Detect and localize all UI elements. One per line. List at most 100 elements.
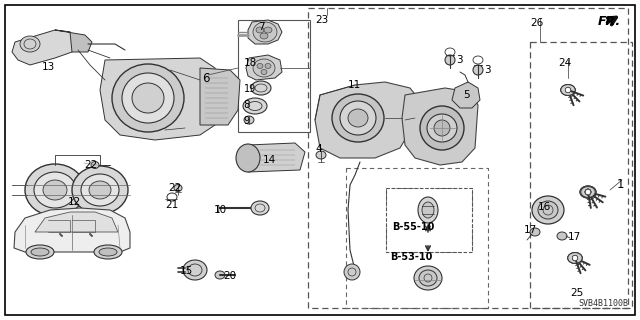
Polygon shape — [580, 186, 596, 198]
Text: 6: 6 — [202, 72, 209, 85]
Ellipse shape — [340, 101, 376, 135]
Polygon shape — [402, 88, 478, 165]
Polygon shape — [581, 187, 595, 197]
Ellipse shape — [420, 106, 464, 150]
Text: 3: 3 — [456, 55, 463, 65]
Ellipse shape — [473, 65, 483, 75]
Text: 12: 12 — [68, 197, 81, 207]
Ellipse shape — [20, 36, 40, 52]
Text: 15: 15 — [180, 266, 193, 276]
Bar — [530, 42, 632, 308]
Polygon shape — [248, 143, 305, 172]
Text: 18: 18 — [244, 58, 257, 68]
Ellipse shape — [445, 55, 455, 65]
Polygon shape — [35, 212, 118, 232]
Ellipse shape — [257, 63, 263, 68]
Ellipse shape — [89, 181, 111, 199]
Ellipse shape — [260, 33, 268, 39]
Polygon shape — [561, 84, 575, 95]
Circle shape — [572, 255, 578, 261]
Ellipse shape — [264, 27, 272, 33]
Text: 21: 21 — [165, 200, 179, 210]
Bar — [308, 8, 628, 308]
Ellipse shape — [419, 270, 437, 286]
Polygon shape — [246, 55, 282, 80]
Polygon shape — [12, 30, 78, 65]
Polygon shape — [315, 82, 418, 158]
Text: 17: 17 — [568, 232, 581, 242]
Ellipse shape — [414, 266, 442, 290]
Polygon shape — [561, 84, 575, 95]
Polygon shape — [248, 20, 282, 44]
Ellipse shape — [532, 196, 564, 224]
Text: B-53-10: B-53-10 — [390, 252, 433, 262]
Polygon shape — [14, 208, 130, 252]
Text: SVB4B1100B: SVB4B1100B — [578, 299, 628, 308]
Text: 16: 16 — [538, 202, 551, 212]
Ellipse shape — [31, 248, 49, 256]
Text: 26: 26 — [530, 18, 543, 28]
Ellipse shape — [427, 114, 457, 142]
Circle shape — [565, 87, 571, 93]
Polygon shape — [55, 30, 92, 52]
Ellipse shape — [34, 172, 76, 208]
Ellipse shape — [253, 22, 277, 42]
Text: 8: 8 — [243, 100, 250, 110]
Circle shape — [565, 87, 571, 93]
Ellipse shape — [251, 201, 269, 215]
Text: 7: 7 — [258, 22, 264, 32]
Text: 3: 3 — [484, 65, 491, 75]
Ellipse shape — [348, 109, 368, 127]
Polygon shape — [568, 252, 582, 263]
Ellipse shape — [422, 202, 434, 218]
Polygon shape — [568, 252, 582, 263]
Circle shape — [572, 255, 578, 261]
Ellipse shape — [183, 260, 207, 280]
Text: 1: 1 — [616, 178, 624, 191]
Ellipse shape — [253, 59, 275, 77]
Polygon shape — [452, 82, 480, 108]
Bar — [386, 188, 472, 252]
Polygon shape — [100, 58, 220, 140]
Ellipse shape — [25, 164, 85, 216]
Ellipse shape — [538, 201, 558, 219]
Text: 22: 22 — [84, 160, 97, 170]
Text: 5: 5 — [463, 90, 470, 100]
Polygon shape — [580, 186, 596, 198]
Ellipse shape — [265, 63, 271, 68]
Ellipse shape — [261, 69, 267, 75]
Text: 23: 23 — [315, 15, 328, 25]
Ellipse shape — [174, 185, 182, 191]
Polygon shape — [200, 68, 240, 125]
Polygon shape — [561, 84, 575, 95]
Text: 9: 9 — [243, 116, 249, 126]
Circle shape — [585, 189, 591, 195]
Text: 24: 24 — [558, 58, 572, 68]
Polygon shape — [580, 186, 596, 198]
Ellipse shape — [99, 248, 117, 256]
Text: 19: 19 — [244, 84, 256, 94]
Ellipse shape — [72, 166, 128, 214]
Ellipse shape — [122, 73, 174, 123]
Text: 13: 13 — [42, 62, 55, 72]
Text: 4: 4 — [315, 144, 322, 154]
Circle shape — [585, 189, 591, 195]
Ellipse shape — [418, 197, 438, 223]
Ellipse shape — [81, 174, 119, 206]
Ellipse shape — [256, 27, 264, 33]
Ellipse shape — [243, 98, 267, 114]
Circle shape — [565, 87, 571, 93]
Ellipse shape — [132, 83, 164, 113]
Circle shape — [586, 189, 591, 195]
Text: 10: 10 — [214, 205, 227, 215]
Ellipse shape — [332, 94, 384, 142]
Bar — [346, 168, 488, 308]
Ellipse shape — [244, 116, 254, 124]
Text: 17: 17 — [524, 225, 537, 235]
Text: 11: 11 — [348, 80, 361, 90]
Ellipse shape — [557, 232, 567, 240]
Ellipse shape — [251, 81, 271, 95]
Ellipse shape — [112, 64, 184, 132]
Circle shape — [572, 255, 578, 261]
Ellipse shape — [43, 180, 67, 200]
